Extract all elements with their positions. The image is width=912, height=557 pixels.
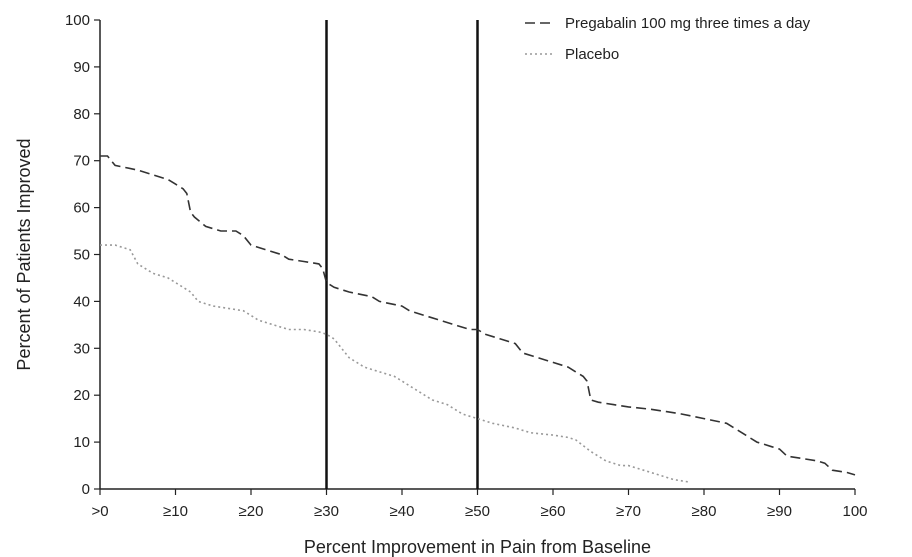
- x-tick-label: ≥60: [541, 503, 566, 520]
- y-tick-label: 10: [73, 434, 90, 451]
- axes: 0 10 20 30 40 50 60 70 80 90 100 >0 ≥10 ≥20 ≥30 ≥40 ≥50 ≥…: [65, 12, 868, 520]
- y-tick-label: 40: [73, 293, 90, 310]
- y-tick-label: 30: [73, 340, 90, 357]
- series-layer: [100, 155, 856, 483]
- x-tick-label: ≥10: [163, 503, 188, 520]
- y-tick-label: 20: [73, 387, 90, 404]
- y-tick-label: 80: [73, 106, 90, 123]
- legend-label: Placebo: [565, 46, 619, 63]
- x-tick-label: ≥40: [390, 503, 415, 520]
- legend: Pregabalin 100 mg three times a day Place…: [525, 15, 811, 63]
- y-axis-title: Percent of Patients Improved: [14, 138, 34, 370]
- x-tick-label: ≥90: [767, 503, 792, 520]
- legend-label: Pregabalin 100 mg three times a day: [565, 15, 811, 32]
- x-tick-label: ≥80: [692, 503, 717, 520]
- placebo-series-line: [100, 244, 690, 483]
- pregabalin-series-line: [100, 155, 856, 476]
- y-tick-label: 60: [73, 200, 90, 217]
- x-tick-label: ≥30: [314, 503, 339, 520]
- y-tick-label: 50: [73, 247, 90, 264]
- x-tick-label: >0: [91, 503, 108, 520]
- x-tick-label: ≥50: [465, 503, 490, 520]
- reference-lines: [325, 20, 479, 489]
- x-tick-label: ≥20: [239, 503, 264, 520]
- y-tick-label: 100: [65, 12, 90, 29]
- x-tick-label: 100: [842, 503, 867, 520]
- y-tick-label: 70: [73, 153, 90, 170]
- y-tick-label: 90: [73, 59, 90, 76]
- y-tick-label: 0: [82, 481, 90, 498]
- x-tick-label: ≥70: [616, 503, 641, 520]
- x-axis-title: Percent Improvement in Pain from Baselin…: [304, 537, 651, 557]
